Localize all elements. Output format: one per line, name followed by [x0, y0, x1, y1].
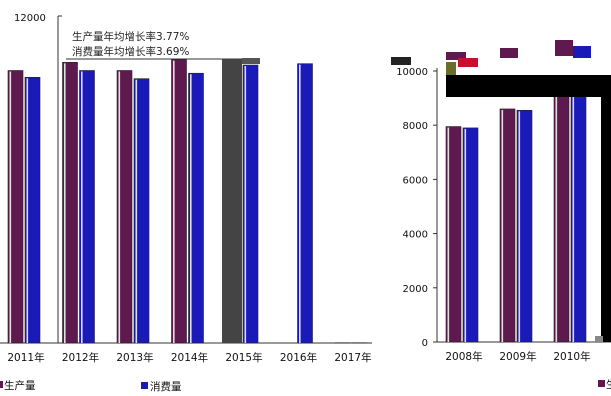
- right-bar-production-body: [445, 126, 462, 343]
- right-bar-consumption: [516, 109, 533, 343]
- legend-label-consumption: 消费量: [150, 380, 182, 393]
- left-bar-consumption-highlight: [81, 71, 83, 343]
- legend-label-production-right: 生产量: [606, 378, 611, 391]
- artifact-block: [446, 62, 456, 80]
- left-chart: 12000 生产量年均增长率3.77% 消费量年均增长率3.69% 2011年 2…: [0, 13, 372, 364]
- left-y-top-tick: 12000: [14, 13, 46, 24]
- right-y-tick-label: 8000: [403, 121, 428, 132]
- right-bar-production-highlight: [555, 93, 558, 343]
- right-y-tick-label: 2000: [403, 284, 428, 295]
- artifact-block: [595, 336, 603, 342]
- left-bar-consumption-body: [242, 64, 259, 344]
- left-bar-production-body: [116, 70, 133, 344]
- left-bar-consumption: [79, 70, 95, 344]
- left-bar-production-highlight: [173, 60, 175, 343]
- right-bar-production: [445, 126, 462, 343]
- left-bar-production: [62, 62, 78, 344]
- right-y-tick-label: 4000: [403, 230, 428, 241]
- legend-swatch-production-right: [598, 380, 605, 387]
- artifact-block: [391, 57, 411, 65]
- right-y-tick-label: 10000: [396, 67, 428, 78]
- right-bar-production: [553, 92, 570, 343]
- left-bar-production: [116, 70, 133, 344]
- left-bar-production-highlight: [118, 71, 121, 343]
- left-bar-consumption: [133, 78, 150, 344]
- left-x-tick-label: 2016年: [280, 351, 317, 364]
- left-bar-consumption-highlight: [299, 64, 301, 343]
- left-bar-production: [7, 70, 24, 344]
- left-bar-production-body: [7, 70, 24, 344]
- left-bar-consumption: [242, 64, 259, 344]
- left-bar-consumption-body: [188, 72, 204, 344]
- left-x-tick-label: 2013年: [116, 351, 153, 364]
- left-bar-production-body: [171, 59, 187, 344]
- artifact-block: [242, 58, 260, 64]
- left-bar-consumption-highlight: [135, 79, 138, 344]
- left-bar-consumption-body: [297, 63, 313, 344]
- right-bar-consumption-highlight: [464, 128, 467, 342]
- left-bar-consumption-highlight: [244, 66, 247, 344]
- artifact-block: [555, 40, 573, 56]
- left-bar-consumption: [24, 77, 41, 344]
- left-bar-production: [171, 59, 187, 344]
- left-bar-consumption-body: [79, 70, 95, 344]
- right-bar-production-highlight: [447, 127, 450, 343]
- artifact-block: [446, 75, 611, 97]
- right-bar-consumption: [570, 93, 587, 343]
- right-bar-production: [499, 108, 516, 343]
- artifact-block: [601, 97, 611, 342]
- legend: 生产量 消费量 生产量: [0, 378, 611, 393]
- right-chart: 0 2000 4000 6000 8000 10000 2008年 2009年 2010年: [391, 40, 611, 363]
- right-y-tick-label: 0: [422, 338, 428, 349]
- right-bar-consumption-highlight: [518, 111, 521, 342]
- legend-label-production: 生产量: [4, 379, 36, 392]
- right-x-tick-label: 2008年: [445, 350, 482, 363]
- artifact-block: [500, 48, 518, 58]
- right-bar-consumption-highlight: [572, 95, 575, 342]
- right-x-tick-label: 2010年: [553, 350, 590, 363]
- right-bar-production-body: [499, 108, 516, 343]
- legend-swatch-production: [0, 381, 3, 388]
- annotation-production-growth: 生产量年均增长率3.77%: [72, 30, 189, 43]
- right-y-tick-label: 6000: [403, 175, 428, 186]
- artifact-block: [458, 58, 478, 67]
- legend-swatch-consumption: [141, 382, 148, 389]
- left-bar-production-highlight: [9, 71, 12, 343]
- right-bar-production-highlight: [501, 109, 504, 342]
- left-bar-consumption-highlight: [26, 78, 29, 343]
- left-bar-consumption-body: [24, 77, 41, 344]
- left-bar-consumption: [188, 72, 204, 344]
- artifact-block: [446, 52, 466, 60]
- left-x-tick-label: 2012年: [62, 351, 99, 364]
- left-x-tick-label: 2015年: [225, 351, 262, 364]
- left-x-tick-label: 2014年: [171, 351, 208, 364]
- left-bar-consumption-highlight: [190, 74, 192, 343]
- right-bar-consumption: [462, 127, 479, 343]
- left-bar-production-body: [62, 62, 78, 344]
- left-bar-consumption-body: [133, 78, 150, 344]
- left-bar-consumption: [297, 63, 313, 344]
- annotation-consumption-growth: 消费量年均增长率3.69%: [72, 45, 189, 58]
- right-bar-consumption-body: [462, 127, 479, 343]
- artifact-block: [222, 59, 242, 343]
- left-bar-production-highlight: [64, 63, 66, 343]
- right-x-tick-label: 2009年: [499, 350, 536, 363]
- left-x-tick-label: 2011年: [7, 351, 44, 364]
- artifact-block: [573, 46, 591, 58]
- left-x-tick-label: 2017年: [334, 351, 371, 364]
- right-bar-consumption-body: [516, 109, 533, 343]
